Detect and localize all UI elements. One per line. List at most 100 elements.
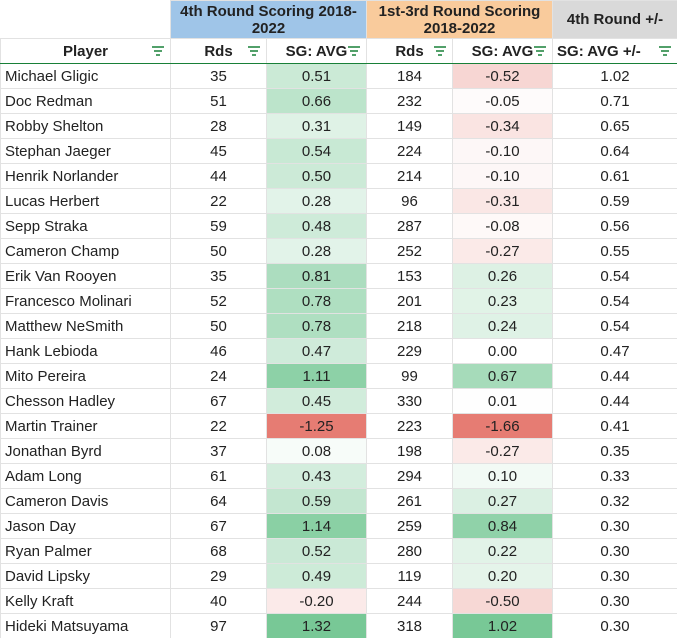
- value-cell: 153: [366, 263, 453, 289]
- value-cell: 0.10: [451, 463, 554, 489]
- data-row: Chesson Hadley 67 0.45 330 0.01 0.44: [0, 388, 677, 414]
- value-cell: 1.02: [451, 613, 554, 638]
- value-cell: 35: [170, 263, 267, 289]
- filter-icon[interactable]: [659, 46, 672, 56]
- data-row: Robby Shelton 28 0.31 149 -0.34 0.65: [0, 113, 677, 139]
- player-cell: Henrik Norlander: [0, 163, 171, 189]
- value-cell: 244: [366, 588, 453, 614]
- value-cell: 44: [170, 163, 267, 189]
- value-cell: -0.52: [451, 63, 554, 89]
- value-cell: 0.52: [266, 538, 367, 564]
- value-cell: 149: [366, 113, 453, 139]
- value-cell: 232: [366, 88, 453, 114]
- column-header: Rds: [366, 38, 453, 64]
- player-cell: Francesco Molinari: [0, 288, 171, 314]
- value-cell: 1.11: [266, 363, 367, 389]
- value-cell: 0.78: [266, 313, 367, 339]
- column-title: SG: AVG +/-: [557, 42, 641, 60]
- value-cell: 0.49: [266, 563, 367, 589]
- player-cell: Jason Day: [0, 513, 171, 539]
- table-body: Michael Gligic 35 0.51 184 -0.52 1.02 Doc Redm…: [0, 63, 677, 638]
- value-cell: 0.81: [266, 263, 367, 289]
- value-cell: 0.30: [552, 613, 677, 638]
- filter-icon[interactable]: [348, 46, 360, 56]
- player-cell: Lucas Herbert: [0, 188, 171, 214]
- value-cell: -0.27: [451, 438, 554, 464]
- data-row: Francesco Molinari 52 0.78 201 0.23 0.54: [0, 288, 677, 314]
- value-cell: -0.34: [451, 113, 554, 139]
- value-cell: -1.66: [451, 413, 554, 439]
- value-cell: 0.65: [552, 113, 677, 139]
- data-row: Jonathan Byrd 37 0.08 198 -0.27 0.35: [0, 438, 677, 464]
- value-cell: 0.35: [552, 438, 677, 464]
- data-row: Cameron Davis 64 0.59 261 0.27 0.32: [0, 488, 677, 514]
- player-cell: Cameron Davis: [0, 488, 171, 514]
- value-cell: 0.54: [266, 138, 367, 164]
- value-cell: 0.50: [266, 163, 367, 189]
- value-cell: 0.23: [451, 288, 554, 314]
- filter-icon[interactable]: [534, 46, 547, 56]
- filter-icon[interactable]: [434, 46, 446, 56]
- value-cell: 37: [170, 438, 267, 464]
- value-cell: 0.30: [552, 563, 677, 589]
- value-cell: 0.54: [552, 313, 677, 339]
- filter-icon[interactable]: [152, 46, 164, 56]
- data-row: Erik Van Rooyen 35 0.81 153 0.26 0.54: [0, 263, 677, 289]
- filter-icon[interactable]: [248, 46, 260, 56]
- player-cell: Sepp Straka: [0, 213, 171, 239]
- player-cell: Doc Redman: [0, 88, 171, 114]
- value-cell: 0.59: [552, 188, 677, 214]
- column-header: Player: [0, 38, 171, 64]
- column-title: Rds: [395, 42, 424, 60]
- column-title: Rds: [204, 42, 233, 60]
- value-cell: 67: [170, 513, 267, 539]
- value-cell: 223: [366, 413, 453, 439]
- value-cell: 29: [170, 563, 267, 589]
- value-cell: 0.33: [552, 463, 677, 489]
- group-header-row: 4th Round Scoring 2018-2022 1st-3rd Roun…: [0, 0, 677, 39]
- value-cell: 330: [366, 388, 453, 414]
- value-cell: 68: [170, 538, 267, 564]
- player-cell: Adam Long: [0, 463, 171, 489]
- value-cell: 0.08: [266, 438, 367, 464]
- value-cell: -1.25: [266, 413, 367, 439]
- value-cell: 0.66: [266, 88, 367, 114]
- group-header: 4th Round +/-: [552, 0, 677, 39]
- data-row: Lucas Herbert 22 0.28 96 -0.31 0.59: [0, 188, 677, 214]
- player-cell: Cameron Champ: [0, 238, 171, 264]
- value-cell: 67: [170, 388, 267, 414]
- value-cell: 0.30: [552, 588, 677, 614]
- value-cell: 214: [366, 163, 453, 189]
- player-cell: Hank Lebioda: [0, 338, 171, 364]
- column-title: Player: [62, 42, 109, 60]
- group-header: 1st-3rd Round Scoring 2018-2022: [365, 0, 554, 39]
- column-header: SG: AVG: [266, 38, 367, 64]
- value-cell: 0.44: [552, 388, 677, 414]
- value-cell: 0.64: [552, 138, 677, 164]
- value-cell: -0.10: [451, 138, 554, 164]
- player-cell: Kelly Kraft: [0, 588, 171, 614]
- player-cell: Robby Shelton: [0, 113, 171, 139]
- value-cell: 0.55: [552, 238, 677, 264]
- data-row: Ryan Palmer 68 0.52 280 0.22 0.30: [0, 538, 677, 564]
- column-header: Rds: [170, 38, 267, 64]
- value-cell: 0.45: [266, 388, 367, 414]
- value-cell: 0.84: [451, 513, 554, 539]
- data-row: Jason Day 67 1.14 259 0.84 0.30: [0, 513, 677, 539]
- value-cell: -0.27: [451, 238, 554, 264]
- data-row: Sepp Straka 59 0.48 287 -0.08 0.56: [0, 213, 677, 239]
- data-row: Mito Pereira 24 1.11 99 0.67 0.44: [0, 363, 677, 389]
- value-cell: -0.20: [266, 588, 367, 614]
- value-cell: 0.00: [451, 338, 554, 364]
- player-cell: Jonathan Byrd: [0, 438, 171, 464]
- player-cell: Stephan Jaeger: [0, 138, 171, 164]
- value-cell: 0.56: [552, 213, 677, 239]
- column-header: SG: AVG +/-: [552, 38, 677, 64]
- player-cell: David Lipsky: [0, 563, 171, 589]
- value-cell: 119: [366, 563, 453, 589]
- value-cell: 229: [366, 338, 453, 364]
- value-cell: 22: [170, 413, 267, 439]
- value-cell: 61: [170, 463, 267, 489]
